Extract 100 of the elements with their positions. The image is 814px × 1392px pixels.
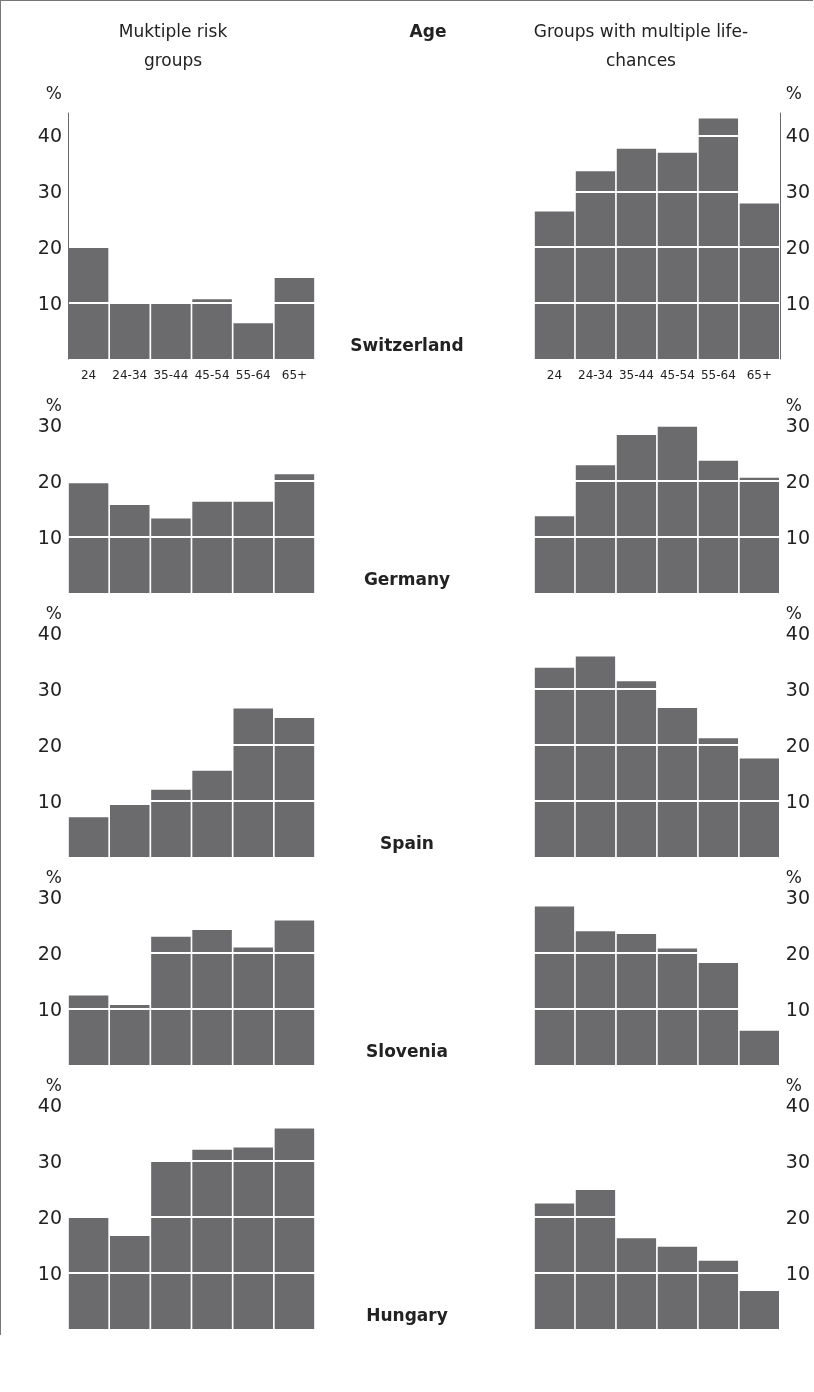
bar [698, 118, 739, 359]
y-tick-label: 30 [785, 414, 811, 437]
text: Switzerland [349, 335, 465, 356]
y-tick-label: 30 [785, 886, 811, 909]
bar [698, 461, 739, 594]
x-tick-label: 24-34 [578, 368, 613, 382]
y-tick-label: 10 [785, 1262, 811, 1285]
y-axis-title: % [785, 1074, 802, 1095]
bar [739, 1291, 779, 1330]
y-tick-label: 10 [37, 1262, 62, 1285]
y-tick-label: 40 [785, 622, 811, 645]
bar [739, 758, 779, 858]
x-tick-label: 45-54 [659, 368, 695, 382]
bar [274, 277, 315, 359]
y-tick-label: 40 [37, 1094, 62, 1117]
bar [534, 906, 575, 1066]
chart-title: Groups with multiple life-chances [532, 20, 750, 72]
x-tick-label: 55-64 [235, 368, 271, 382]
bar [68, 483, 109, 594]
text: Spain [379, 833, 435, 854]
bar [657, 427, 698, 594]
bar [68, 817, 109, 858]
y-tick-label: 10 [37, 292, 62, 315]
y-axis-title: % [785, 82, 802, 103]
bar [575, 1190, 616, 1330]
y-tick-label: 20 [37, 1206, 62, 1229]
bar [698, 738, 739, 858]
bar [657, 708, 698, 858]
x-tick-label: 24-34 [112, 368, 148, 382]
bar [616, 681, 657, 858]
bar [698, 963, 739, 1066]
y-tick-label: 20 [785, 734, 811, 757]
bar [575, 931, 616, 1066]
y-tick-label: 20 [785, 236, 811, 259]
y-axis-title: % [785, 866, 802, 887]
y-tick-label: 30 [37, 414, 62, 437]
y-axis-title: % [45, 866, 62, 887]
y-tick-label: 20 [37, 734, 62, 757]
y-tick-label: 30 [37, 1150, 62, 1173]
x-axis-title: Age [408, 20, 448, 43]
y-tick-label: 10 [785, 790, 811, 813]
bar [575, 465, 616, 594]
bar [534, 516, 575, 594]
y-tick-label: 10 [785, 292, 811, 315]
y-tick-label: 30 [37, 886, 62, 909]
y-axis-title: % [45, 602, 62, 623]
bar [274, 474, 315, 594]
x-tick-label: 35-44 [153, 368, 189, 382]
bar [616, 934, 657, 1066]
y-tick-label: 20 [37, 470, 62, 493]
x-tick-label: 55-64 [700, 368, 736, 382]
bar [534, 668, 575, 858]
y-tick-label: 40 [785, 1094, 811, 1117]
y-tick-label: 10 [37, 526, 62, 549]
y-tick-label: 20 [785, 470, 811, 493]
y-axis-title: % [785, 394, 802, 415]
text: Slovenia [365, 1041, 449, 1062]
x-tick-label: 24 [80, 368, 97, 382]
bar [657, 948, 698, 1066]
bar [616, 148, 657, 359]
x-tick-label: 24 [546, 368, 563, 382]
bar [575, 171, 616, 359]
y-tick-label: 10 [785, 998, 811, 1021]
bar [739, 478, 779, 594]
bar [657, 1247, 698, 1330]
text: Germany [362, 569, 452, 590]
y-axis-title: % [45, 394, 62, 415]
y-tick-label: 40 [785, 124, 811, 147]
bar [68, 1217, 109, 1330]
y-tick-label: 20 [37, 942, 62, 965]
bar [534, 1203, 575, 1330]
bar [274, 1128, 315, 1330]
bar [575, 656, 616, 858]
y-tick-label: 20 [785, 1206, 811, 1229]
y-tick-label: 30 [785, 678, 811, 701]
y-axis-title: % [45, 82, 62, 103]
y-tick-label: 20 [785, 942, 811, 965]
bar [534, 211, 575, 359]
x-tick-label: 65+ [746, 368, 772, 382]
x-tick-label: 65+ [281, 368, 308, 382]
bar [698, 1261, 739, 1330]
y-tick-label: 20 [37, 236, 62, 259]
bar [739, 1031, 779, 1066]
y-tick-label: 30 [37, 678, 62, 701]
bar [657, 152, 698, 359]
y-tick-label: 30 [785, 1150, 811, 1173]
bar [616, 1238, 657, 1330]
y-tick-label: 40 [37, 124, 62, 147]
bar [616, 435, 657, 594]
y-tick-label: 40 [37, 622, 62, 645]
chart-title: Muktiple risk groups [117, 20, 229, 72]
y-tick-label: 30 [785, 180, 811, 203]
y-tick-label: 10 [37, 790, 62, 813]
y-tick-label: 10 [785, 526, 811, 549]
bar [274, 718, 315, 858]
x-tick-label: 35-44 [618, 368, 654, 382]
text: Hungary [365, 1305, 449, 1326]
y-tick-label: 10 [37, 998, 62, 1021]
y-tick-label: 30 [37, 180, 62, 203]
bar [274, 920, 315, 1066]
